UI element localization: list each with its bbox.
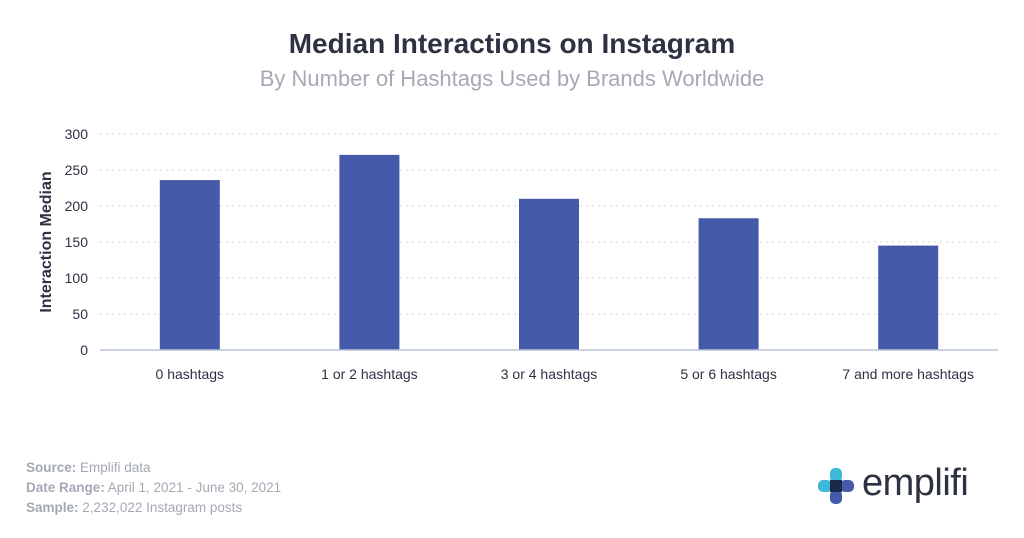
emplifi-cross-logo-icon	[818, 468, 854, 504]
emplifi-logo: emplifi	[818, 462, 998, 506]
sample-line: Sample: 2,232,022 Instagram posts	[26, 498, 281, 518]
sample-label: Sample:	[26, 500, 79, 515]
y-tick-label: 150	[65, 234, 89, 250]
date-range-label: Date Range:	[26, 480, 105, 495]
x-tick-label: 5 or 6 hashtags	[680, 366, 777, 382]
chart-title: Median Interactions on Instagram	[288, 28, 736, 59]
bar	[698, 218, 759, 350]
bar	[339, 154, 400, 350]
source-value: Emplifi data	[80, 460, 151, 475]
y-axis-ticks: 0 50 100 150 200 250 300	[65, 126, 89, 358]
y-tick-label: 0	[80, 342, 88, 358]
y-axis-label: Interaction Median	[38, 171, 55, 312]
bars	[159, 154, 939, 350]
date-range-line: Date Range: April 1, 2021 - June 30, 202…	[26, 478, 281, 498]
x-tick-label: 0 hashtags	[156, 366, 225, 382]
x-tick-label: 7 and more hashtags	[842, 366, 974, 382]
logo-wordmark: emplifi	[862, 462, 969, 504]
source-label: Source:	[26, 460, 77, 475]
source-line: Source: Emplifi data	[26, 458, 281, 478]
y-tick-label: 50	[72, 306, 88, 322]
x-tick-label: 3 or 4 hashtags	[501, 366, 598, 382]
x-tick-label: 1 or 2 hashtags	[321, 366, 418, 382]
y-tick-label: 250	[65, 162, 89, 178]
y-tick-label: 300	[65, 126, 89, 142]
chart-subtitle: By Number of Hashtags Used by Brands Wor…	[259, 66, 765, 91]
footer-notes: Source: Emplifi data Date Range: April 1…	[26, 458, 281, 518]
bar	[159, 180, 220, 350]
bar	[878, 245, 939, 350]
y-tick-label: 200	[65, 198, 89, 214]
sample-value: 2,232,022 Instagram posts	[82, 500, 243, 515]
bar-chart: 0 50 100 150 200 250 300 0 hashtags 1 or 2 hash…	[38, 126, 998, 382]
date-range-value: April 1, 2021 - June 30, 2021	[107, 480, 282, 495]
bar	[519, 198, 579, 350]
y-tick-label: 100	[65, 270, 89, 286]
x-axis-ticks: 0 hashtags 1 or 2 hashtags 3 or 4 hashtags…	[156, 366, 974, 382]
